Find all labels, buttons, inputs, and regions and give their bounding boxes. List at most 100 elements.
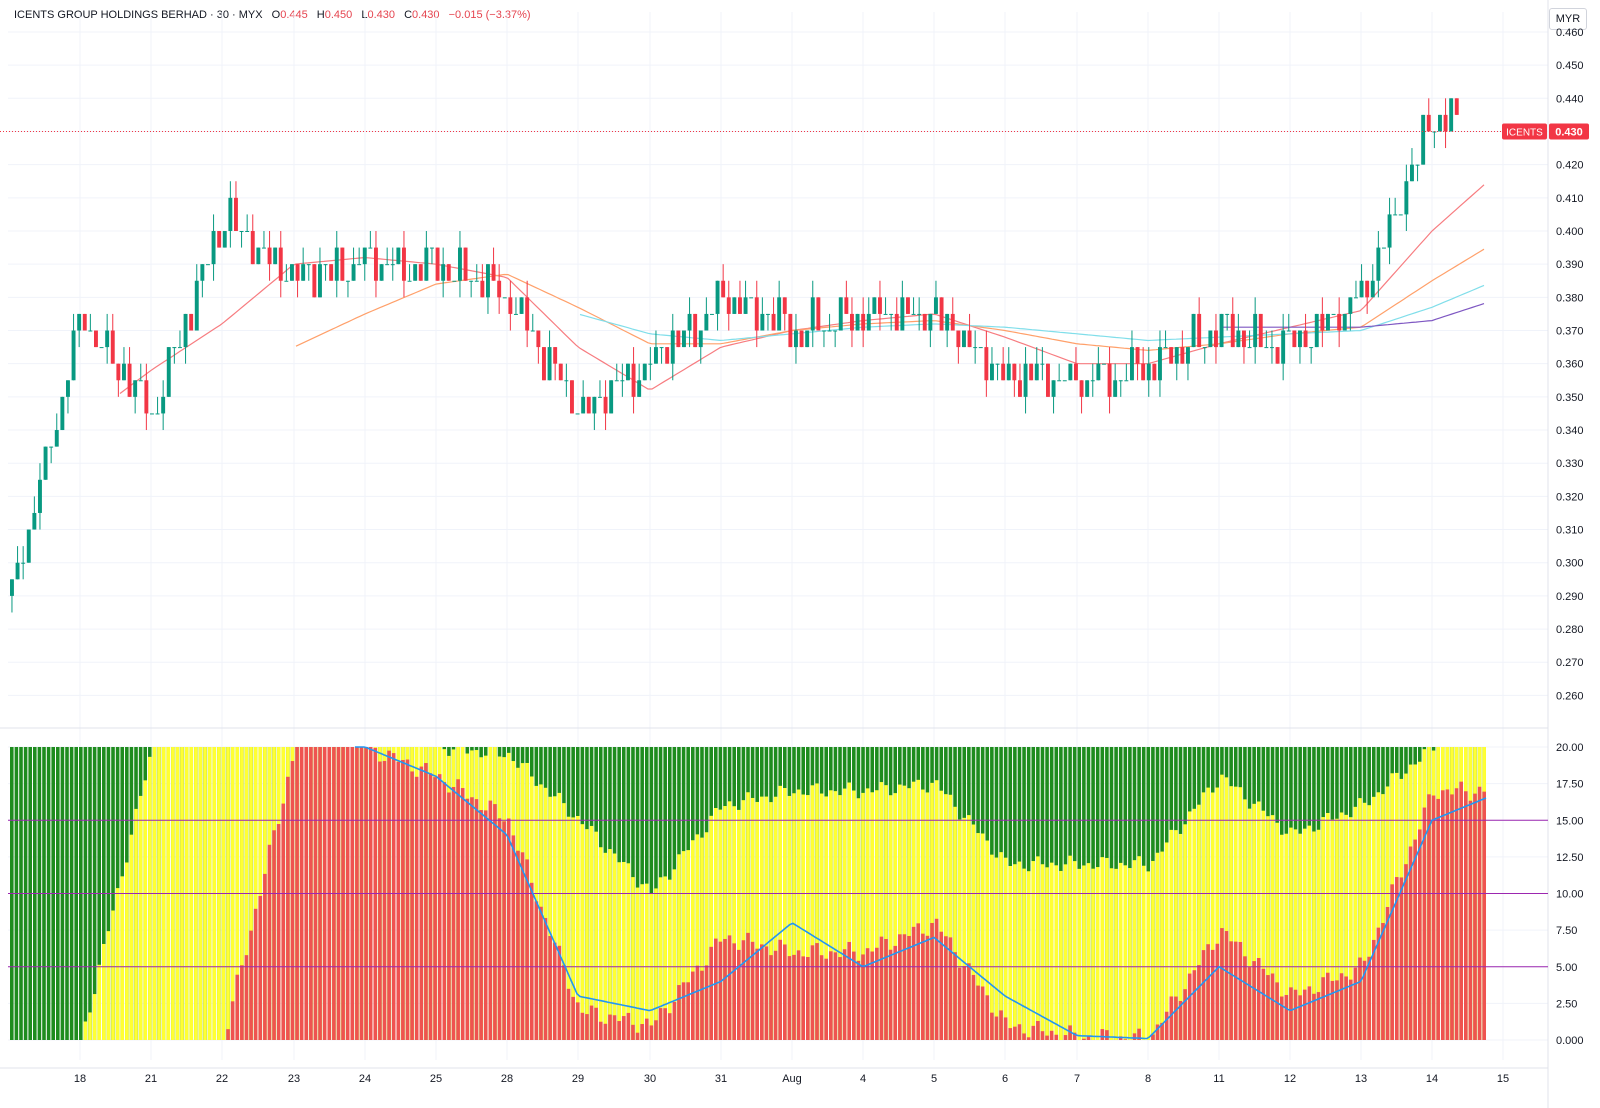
candle-body: [659, 347, 664, 349]
red-zone-bar: [437, 774, 442, 1040]
currency-button[interactable]: MYR: [1549, 8, 1587, 30]
candle-body: [1393, 214, 1398, 216]
candle-body: [150, 413, 154, 415]
red-zone-bar: [1344, 976, 1348, 1040]
candle-body: [1230, 313, 1235, 348]
ticker-tag-label: ICENTS: [1506, 127, 1543, 138]
candle-body: [519, 297, 524, 314]
yellow-zone-bar: [1040, 864, 1045, 1040]
candle-body: [1169, 347, 1174, 364]
candle-body: [1404, 181, 1409, 215]
red-zone-bar: [690, 971, 695, 1040]
yellow-zone-bar: [1082, 865, 1086, 1040]
red-zone-bar: [1302, 989, 1307, 1040]
yellow-zone-bar: [1381, 794, 1385, 1040]
candle-body: [1281, 330, 1286, 364]
yellow-zone-bar: [1243, 799, 1247, 1040]
red-zone-bar: [405, 759, 410, 1040]
yellow-zone-bar: [824, 796, 829, 1040]
yellow-zone-bar: [617, 862, 621, 1040]
candle-body: [620, 380, 625, 382]
red-zone-bar: [1422, 807, 1427, 1040]
red-zone-bar: [557, 945, 562, 1040]
signal-line: [355, 746, 1487, 1040]
price-tag-bg: [1549, 123, 1589, 140]
yellow-zone-bar: [980, 833, 985, 1040]
red-zone-bar: [1031, 1025, 1036, 1040]
red-zone-bar: [1325, 972, 1330, 1040]
candle-body: [771, 313, 776, 331]
yellow-zone-bar: [97, 964, 102, 1040]
red-zone-bar: [1187, 973, 1192, 1040]
red-zone-bar: [1256, 958, 1261, 1040]
red-zone-bar: [695, 965, 700, 1040]
candle-body: [1040, 363, 1045, 365]
red-zone-bar: [944, 936, 948, 1040]
yellow-zone-bar: [1160, 851, 1164, 1040]
candle-body: [1421, 114, 1426, 165]
red-zone-bar: [750, 941, 755, 1040]
yellow-zone-bar: [594, 831, 598, 1040]
red-zone-bar: [1022, 1033, 1026, 1040]
candle-body: [698, 330, 703, 348]
red-zone-bar: [456, 779, 460, 1040]
candle-body: [1314, 313, 1319, 348]
candle-body: [138, 380, 143, 382]
yellow-zone-bar: [1013, 864, 1017, 1040]
candle-body: [1309, 347, 1314, 349]
time-axis[interactable]: 18 21 22 23 24 25 28 29 30 31 Aug 4 5 6 7 8 11 12 13 14 15: [74, 1073, 1509, 1085]
time-tick-label: 8: [1145, 1073, 1151, 1085]
red-zone-bar: [603, 1023, 608, 1040]
yellow-zone-bar: [1091, 868, 1095, 1040]
price-axis[interactable]: 0.460 0.450 0.440 0.430 0.420 0.410 0.400 0.390…: [1556, 27, 1584, 702]
candle-body: [166, 347, 171, 397]
red-zone-bar: [1178, 1000, 1183, 1040]
candle-body: [60, 396, 65, 431]
red-zone-bar: [548, 936, 552, 1040]
candle-body: [1090, 380, 1095, 382]
red-zone-bar: [810, 945, 815, 1040]
indicator-axis[interactable]: 20.00 17.50 15.00 12.50 10.00 7.50 5.00 2.50 0.0…: [1556, 742, 1584, 1047]
red-zone-bar: [617, 1021, 621, 1040]
candle-body: [480, 280, 485, 298]
candle-body: [1146, 363, 1151, 381]
candle-body: [788, 313, 793, 348]
red-zone-bar: [1289, 987, 1293, 1040]
red-zone-bar: [1243, 956, 1247, 1040]
low-value: 0.430: [367, 9, 395, 21]
indicator-tick-label: 17.50: [1556, 779, 1584, 791]
candle-body: [424, 247, 429, 281]
time-tick-label: 28: [501, 1073, 513, 1085]
time-tick-label: 31: [715, 1073, 727, 1085]
candle-body: [413, 264, 418, 281]
red-zone-bar: [1105, 1030, 1109, 1040]
candle-body: [872, 297, 877, 314]
yellow-zone-bar: [773, 796, 778, 1040]
candle-body: [474, 280, 479, 282]
red-zone-bar: [387, 750, 391, 1040]
candle-body: [799, 330, 804, 348]
candle-body: [1286, 330, 1291, 332]
yellow-zone-bar: [971, 824, 976, 1040]
candle-body: [1236, 330, 1241, 348]
time-tick-label: Aug: [782, 1073, 802, 1085]
time-tick-label: 25: [430, 1073, 442, 1085]
red-zone-bar: [1040, 1031, 1045, 1040]
red-zone-bar: [1353, 967, 1358, 1040]
red-zone-bar: [962, 966, 967, 1040]
candle-body: [816, 297, 821, 331]
yellow-zone-bar: [552, 796, 557, 1040]
red-zone-bar: [999, 1010, 1003, 1040]
red-zone-bar: [1482, 791, 1486, 1040]
yellow-zone-bar: [1201, 792, 1206, 1040]
candle-body: [782, 297, 787, 314]
candle-body: [866, 313, 871, 331]
red-zone-bar: [1348, 979, 1353, 1040]
candle-body: [777, 297, 782, 331]
red-zone-bar: [1399, 877, 1404, 1040]
red-zone-bar: [1266, 975, 1270, 1040]
red-zone-bar: [1454, 788, 1459, 1040]
high-label: H: [316, 9, 325, 21]
red-zone-bar: [263, 873, 267, 1040]
